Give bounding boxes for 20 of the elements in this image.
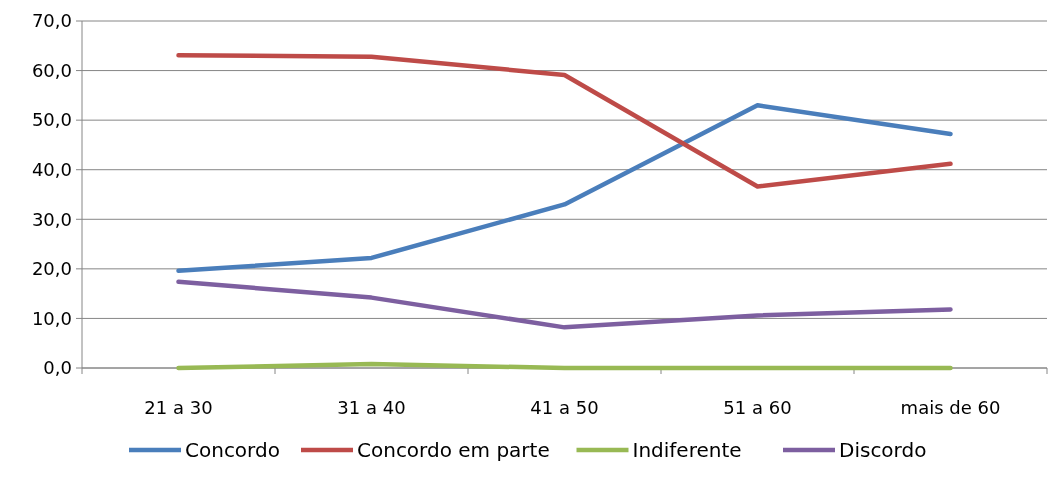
legend-label: Concordo [185, 438, 280, 462]
x-tick-label: mais de 60 [900, 397, 1001, 418]
x-tick-label: 31 a 40 [337, 397, 406, 418]
line-series [176, 103, 953, 274]
legend-label: Indiferente [632, 438, 742, 462]
line-series [176, 279, 953, 330]
legend-label: Discordo [839, 438, 927, 462]
y-tick-label: 60,0 [31, 59, 72, 81]
line-series [176, 52, 953, 189]
x-tick-label: 41 a 50 [530, 397, 599, 418]
y-tick-label: 70,0 [31, 10, 72, 32]
x-tick-label: 21 a 30 [144, 397, 213, 418]
y-tick-label: 0,0 [43, 357, 72, 379]
y-tick-label: 20,0 [31, 258, 72, 280]
y-tick-label: 30,0 [31, 208, 72, 230]
y-tick-label: 40,0 [31, 159, 72, 181]
legend-label: Concordo em parte [357, 438, 550, 462]
x-tick-label: 51 a 60 [723, 397, 792, 418]
y-tick-label: 10,0 [31, 307, 72, 329]
y-tick-label: 50,0 [31, 109, 72, 131]
